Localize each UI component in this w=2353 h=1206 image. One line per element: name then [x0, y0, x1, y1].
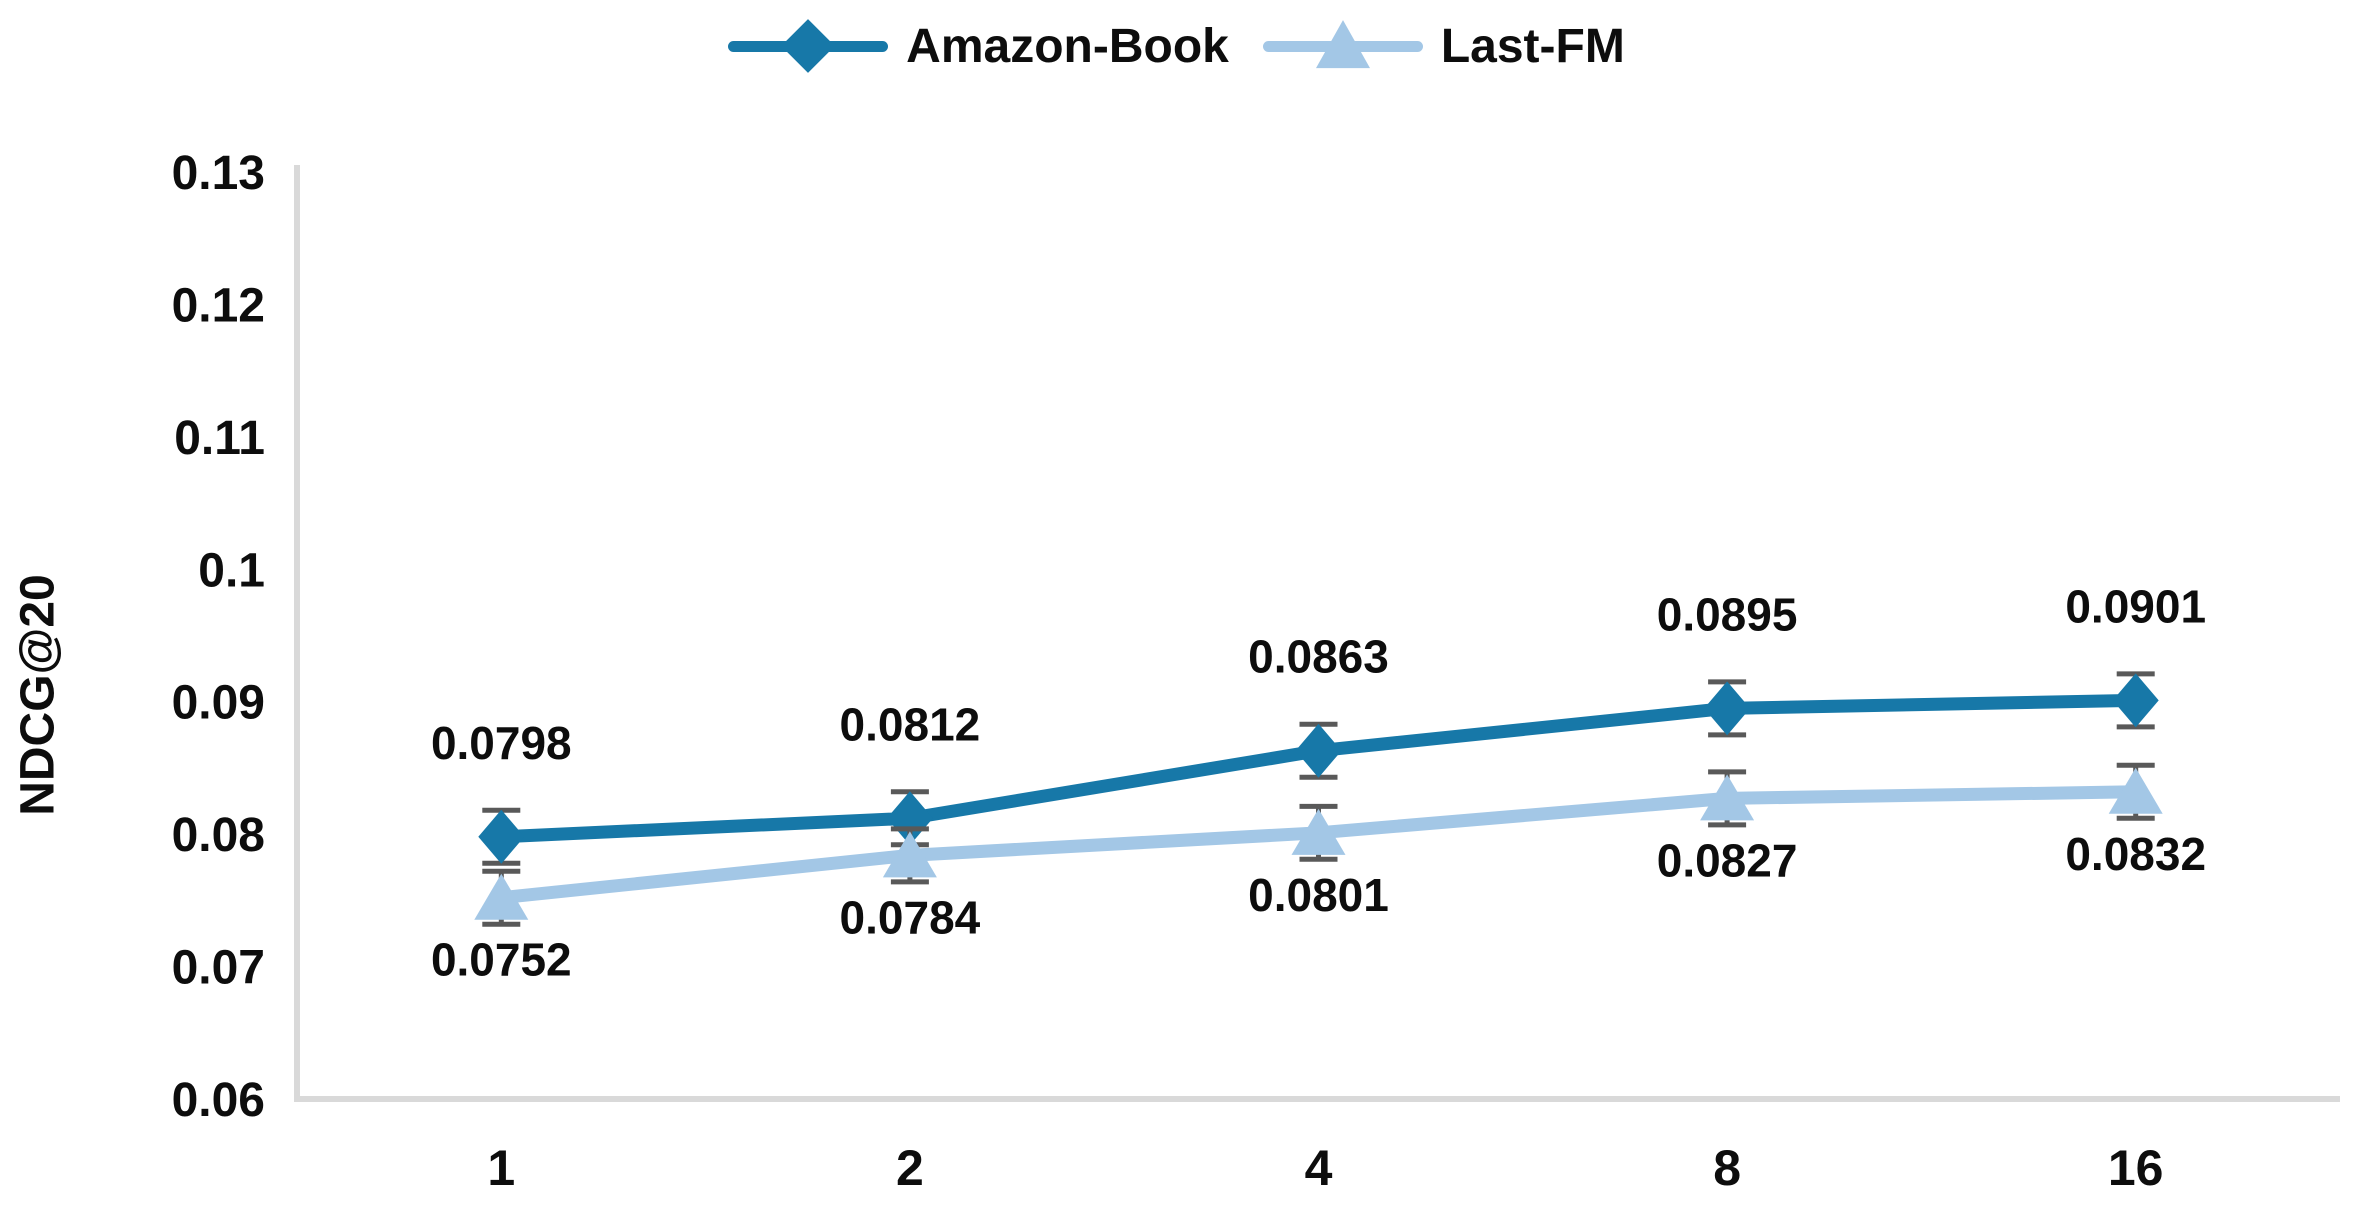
- legend-line-amazon-book: [728, 19, 889, 73]
- legend: Amazon-Book Last-FM: [0, 6, 2353, 86]
- diamond-marker-icon: [478, 809, 525, 864]
- legend-line-last-fm: [1262, 20, 1423, 69]
- triangle-marker-icon: [1700, 774, 1755, 821]
- legend-item-amazon-book: Amazon-Book: [728, 19, 1229, 74]
- data-point-label: 0.0827: [1657, 834, 1798, 886]
- triangle-marker-icon: [1315, 20, 1370, 69]
- data-point-label: 0.0784: [840, 891, 981, 943]
- y-tick-label: 0.11: [174, 412, 265, 465]
- y-tick-label: 0.06: [172, 1074, 265, 1127]
- x-tick-label: 8: [1713, 1140, 1741, 1196]
- legend-label-last-fm: Last-FM: [1440, 19, 1625, 73]
- data-point-label: 0.0832: [2065, 828, 2206, 880]
- data-point-label: 0.0801: [1248, 869, 1389, 921]
- y-tick-label: 0.13: [172, 147, 265, 200]
- y-tick-label: 0.09: [172, 677, 265, 730]
- diamond-marker-icon: [1295, 723, 1342, 778]
- triangle-marker-icon: [1291, 808, 1346, 855]
- y-tick-label: 0.07: [172, 942, 265, 995]
- data-point-label: 0.0895: [1657, 588, 1798, 640]
- diamond-marker-icon: [2112, 673, 2159, 728]
- x-tick-label: 1: [487, 1140, 515, 1196]
- triangle-marker-icon: [882, 831, 937, 878]
- triangle-marker-icon: [2108, 767, 2163, 814]
- data-point-label: 0.0798: [431, 717, 572, 769]
- x-tick-label: 4: [1305, 1140, 1333, 1196]
- y-tick-label: 0.08: [172, 809, 265, 862]
- x-tick-label: 16: [2108, 1140, 2164, 1196]
- legend-item-last-fm: Last-FM: [1262, 19, 1625, 74]
- data-point-label: 0.0863: [1248, 631, 1389, 683]
- legend-label-amazon-book: Amazon-Book: [906, 19, 1229, 73]
- data-point-label: 0.0752: [431, 934, 572, 986]
- y-tick-label: 0.1: [198, 544, 265, 597]
- triangle-marker-icon: [474, 873, 529, 920]
- data-point-label: 0.0901: [2065, 580, 2206, 632]
- diamond-marker-icon: [1704, 681, 1751, 736]
- axis-lines: [294, 165, 2340, 1102]
- diamond-marker-icon: [886, 791, 933, 846]
- x-tick-label: 2: [896, 1140, 924, 1196]
- data-point-label: 0.0812: [840, 698, 981, 750]
- y-tick-label: 0.12: [172, 279, 265, 332]
